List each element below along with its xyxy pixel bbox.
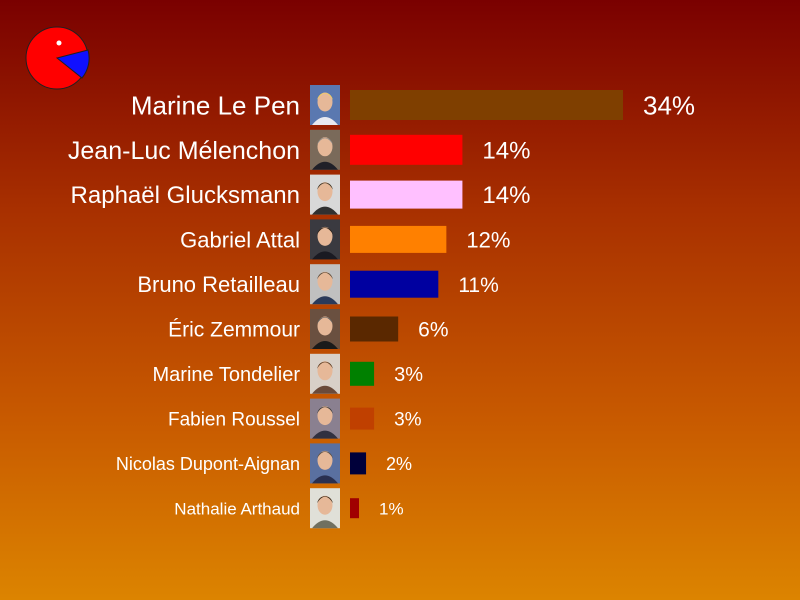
bar [350, 361, 375, 386]
pie-chart-logo-icon [25, 26, 90, 90]
chart-row: Bruno Retailleau 11% [137, 264, 499, 305]
chart-row: Éric Zemmour 6% [168, 309, 449, 349]
category-label: Nathalie Arthaud [174, 499, 300, 518]
category-label: Gabriel Attal [180, 227, 300, 252]
category-label: Jean-Luc Mélenchon [68, 137, 300, 165]
portrait-gabriel-attal [310, 219, 340, 260]
value-label: 1% [379, 499, 404, 518]
value-label: 3% [394, 409, 422, 430]
category-label: Bruno Retailleau [137, 272, 300, 297]
value-label: 12% [466, 227, 510, 252]
value-label: 2% [386, 454, 412, 474]
bar [350, 452, 367, 475]
chart-row: Gabriel Attal 12% [180, 219, 510, 260]
chart-row: Fabien Roussel 3% [168, 398, 422, 439]
category-label: Marine Le Pen [131, 90, 300, 120]
value-label: 14% [482, 182, 530, 209]
value-label: 14% [482, 137, 530, 164]
bar [350, 498, 359, 519]
category-label: Raphaël Glucksmann [71, 182, 300, 209]
portrait-marine-le-pen [310, 85, 340, 125]
chart-row: Raphaël Glucksmann 14% [71, 174, 530, 215]
portrait-eric-zemmour [310, 309, 340, 349]
bar [350, 316, 399, 342]
value-label: 6% [418, 319, 448, 342]
category-label: Nicolas Dupont-Aignan [116, 454, 300, 474]
value-label: 34% [643, 90, 695, 120]
bar [350, 134, 463, 165]
category-label: Éric Zemmour [168, 319, 300, 342]
portrait-nicolas-dupont-aignan [310, 443, 340, 484]
portrait-marine-tondelier [310, 353, 340, 394]
category-label: Fabien Roussel [168, 409, 300, 430]
portrait-jean-luc-melenchon [310, 129, 340, 170]
category-label: Marine Tondelier [153, 364, 301, 386]
portrait-nathalie-arthaud [310, 488, 340, 529]
value-label: 11% [458, 274, 498, 297]
bar [350, 225, 447, 253]
value-label: 3% [394, 364, 423, 386]
chart-row: Marine Le Pen 34% [131, 85, 695, 125]
bar [350, 180, 463, 209]
chart-row: Nicolas Dupont-Aignan 2% [116, 443, 412, 484]
bar [350, 270, 439, 298]
portrait-bruno-retailleau [310, 264, 340, 305]
chart-row: Nathalie Arthaud 1% [174, 488, 404, 529]
portrait-fabien-roussel [310, 398, 340, 439]
bar [350, 407, 375, 430]
chart-row: Marine Tondelier 3% [153, 353, 423, 394]
bar [350, 90, 623, 120]
chart-row: Jean-Luc Mélenchon 14% [68, 129, 530, 170]
portrait-raphael-glucksmann [310, 174, 340, 215]
